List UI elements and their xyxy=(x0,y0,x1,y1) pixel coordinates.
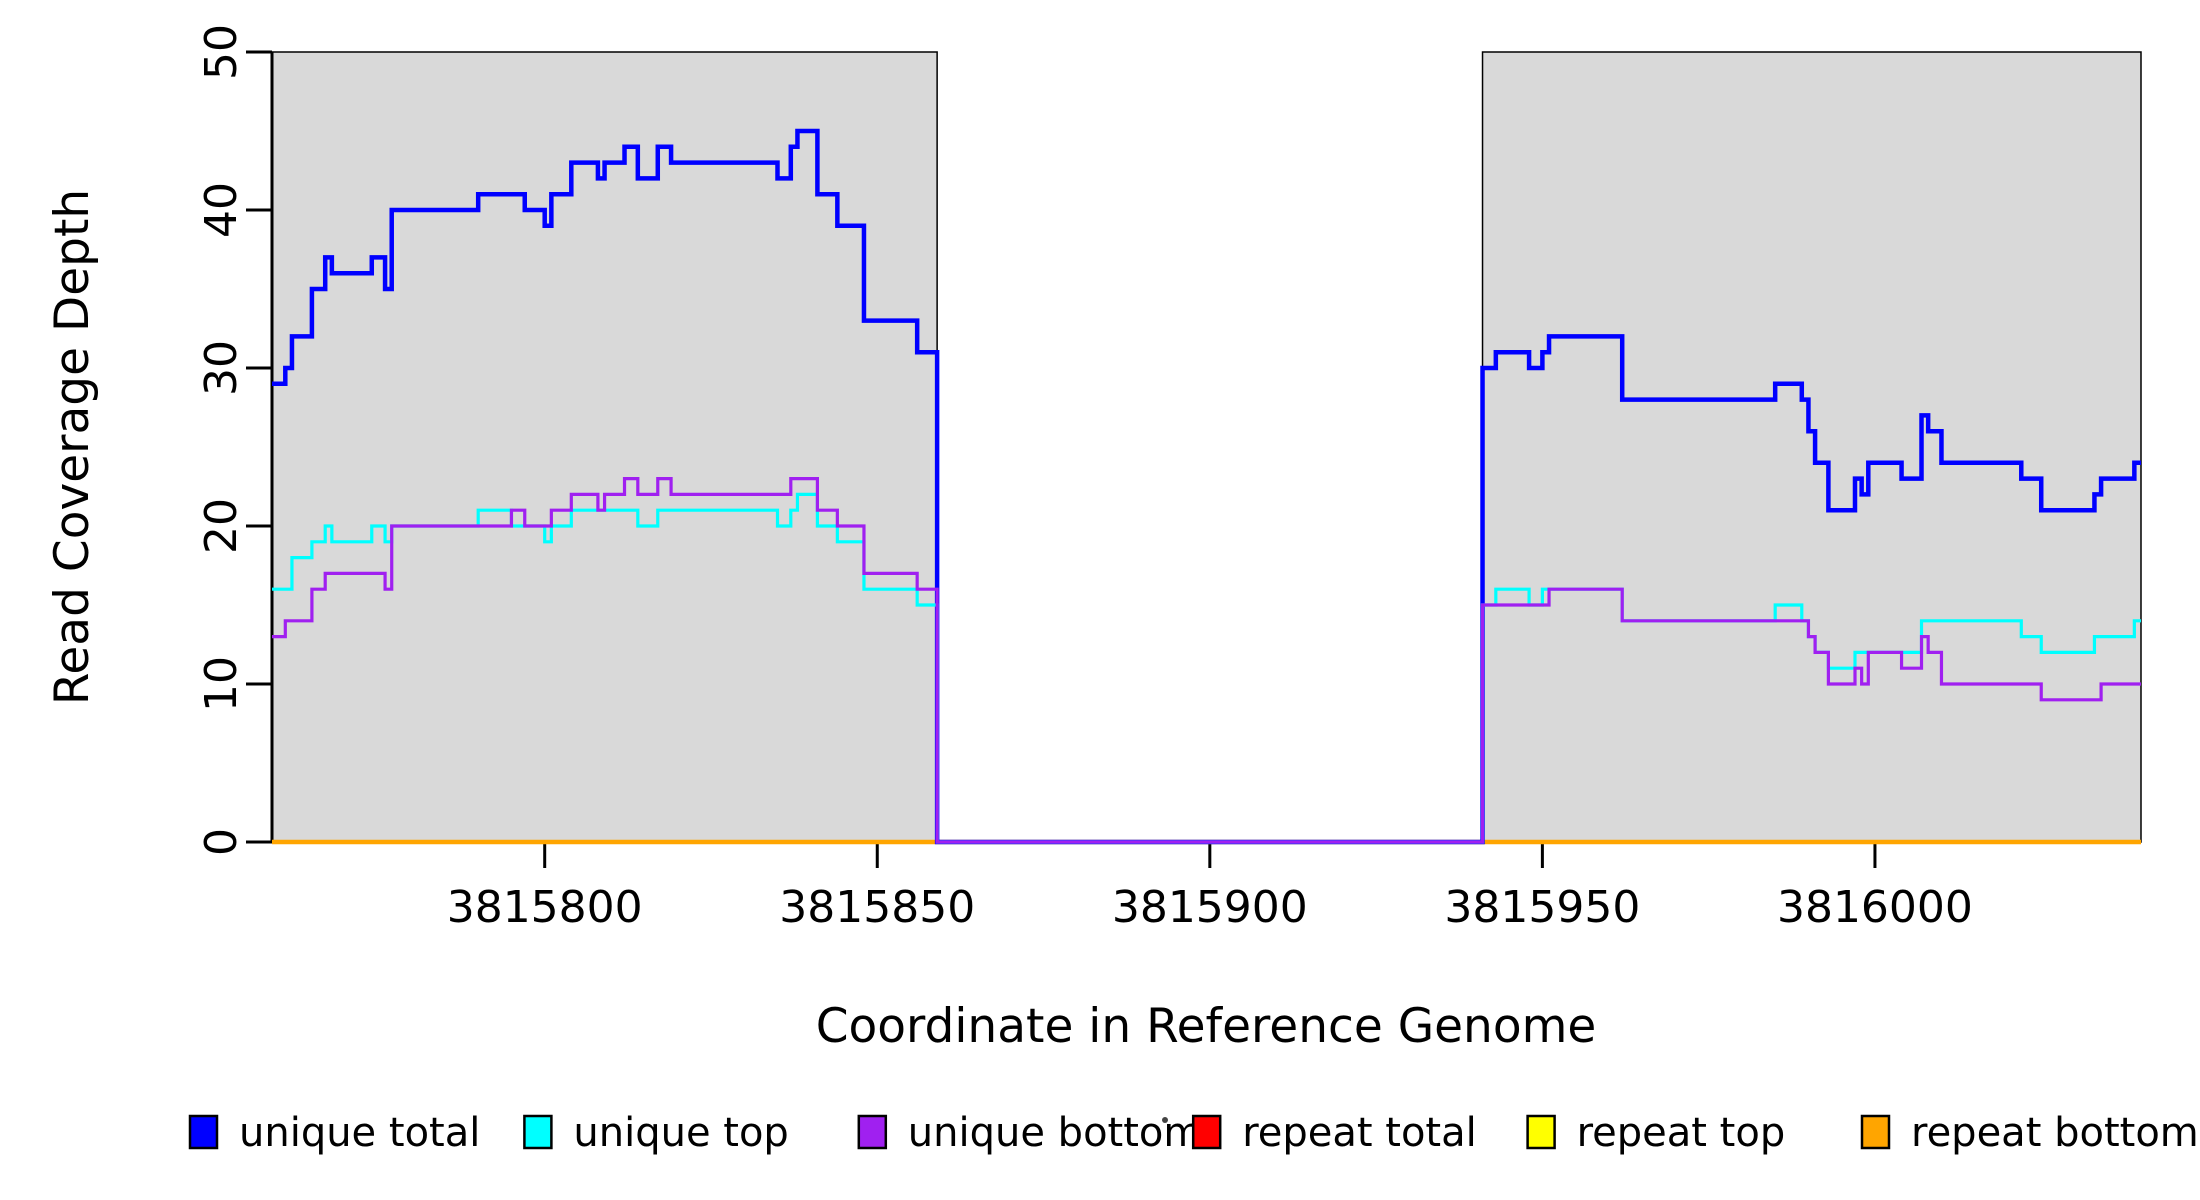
legend-label: unique bottom xyxy=(908,1110,1203,1156)
shaded-coverage-region xyxy=(271,51,938,843)
y-tick-label: 50 xyxy=(196,24,247,80)
legend-swatch-unique-total xyxy=(188,1114,219,1150)
series-unique-bottom xyxy=(272,477,2141,844)
y-tick-label: 10 xyxy=(196,656,247,712)
x-tick-label: 3815900 xyxy=(1112,882,1308,933)
legend-label: repeat total xyxy=(1242,1110,1477,1156)
legend-swatch-repeat-bottom xyxy=(1860,1114,1891,1150)
stray-dot xyxy=(1162,1117,1168,1123)
legend-swatch-repeat-total xyxy=(1191,1114,1222,1150)
y-tick-label: 40 xyxy=(196,182,247,238)
legend-label: unique top xyxy=(573,1110,788,1156)
x-tick-label: 3815850 xyxy=(779,882,975,933)
legend-label: repeat top xyxy=(1577,1110,1786,1156)
legend-swatch-unique-top xyxy=(523,1114,553,1150)
series-unique-total xyxy=(272,128,2141,845)
y-tick-label: 30 xyxy=(196,340,247,396)
x-tick-label: 3815800 xyxy=(447,882,643,933)
legend-label: repeat bottom xyxy=(1911,1110,2199,1156)
shaded-coverage-region xyxy=(1481,51,2142,843)
y-tick-label: 20 xyxy=(196,498,247,554)
x-axis-title: Coordinate in Reference Genome xyxy=(816,999,1597,1054)
y-tick-label: 0 xyxy=(196,828,247,856)
x-tick-label: 3816000 xyxy=(1777,882,1973,933)
y-axis-title: Read Coverage Depth xyxy=(45,189,100,705)
x-tick-label: 3815950 xyxy=(1444,882,1640,933)
legend-swatch-repeat-top xyxy=(1526,1114,1556,1150)
legend-swatch-unique-bottom xyxy=(857,1114,888,1150)
legend-label: unique total xyxy=(239,1110,480,1156)
